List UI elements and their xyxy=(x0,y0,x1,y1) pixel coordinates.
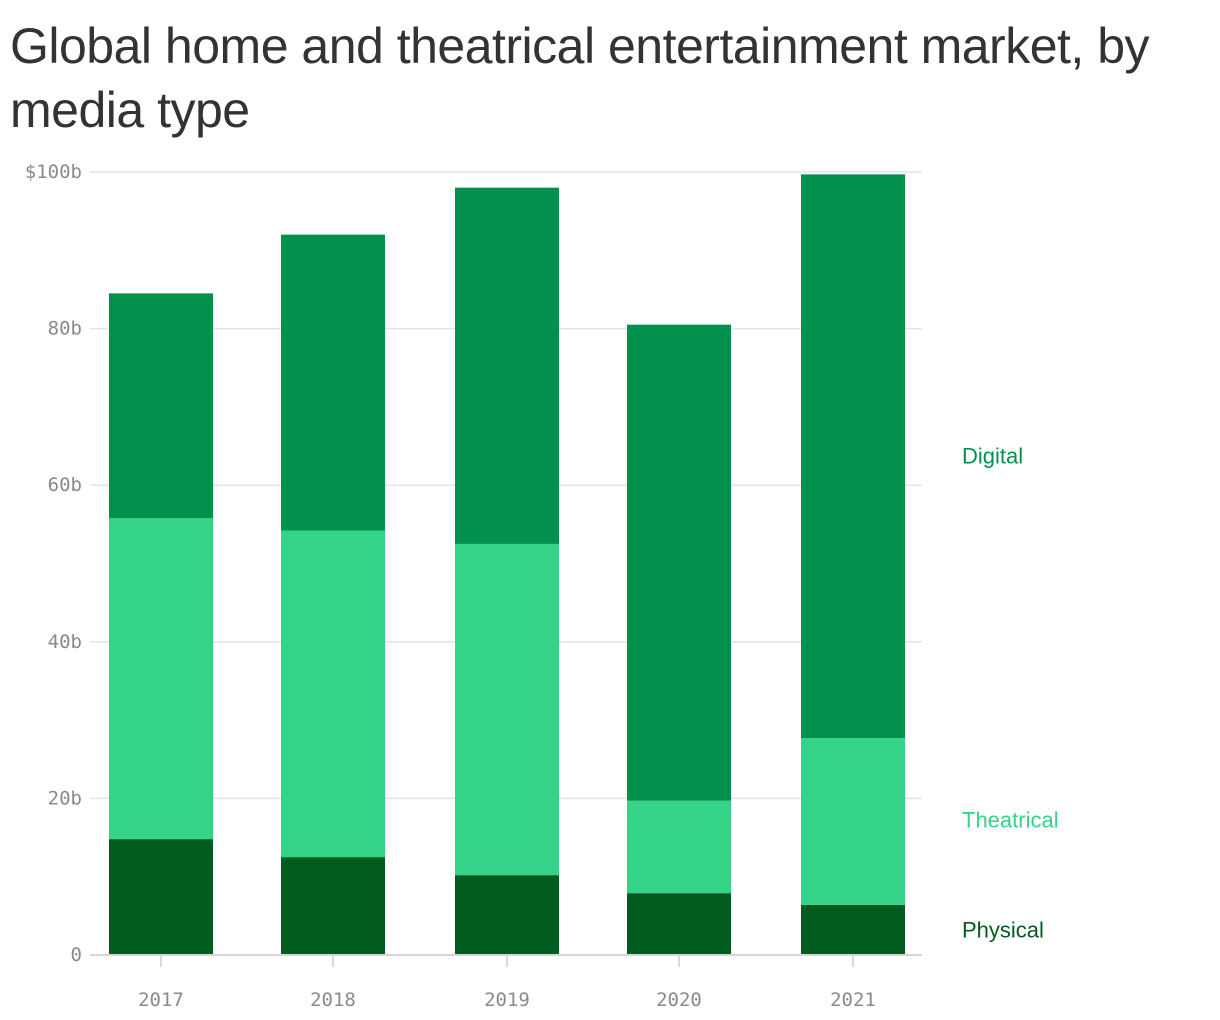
y-tick-label-80b: 80b xyxy=(48,318,82,340)
bar-2021-digital xyxy=(801,174,905,739)
legend-label-physical: Physical xyxy=(962,918,1044,943)
y-tick-label--100b: $100b xyxy=(25,161,82,183)
bar-2021-physical xyxy=(801,904,905,955)
bar-2020-digital xyxy=(627,324,731,801)
x-tick-label-2017: 2017 xyxy=(138,989,184,1011)
bar-2019-theatrical xyxy=(455,543,559,876)
bar-2019-digital xyxy=(455,187,559,544)
y-tick-label-40b: 40b xyxy=(48,631,82,653)
legend: Physical Theatrical Digital xyxy=(962,444,1059,943)
x-tick-label-2018: 2018 xyxy=(310,989,356,1011)
axes: 0 20b 40b 60b 80b $100b 2017 2018 2019 2020 2021 xyxy=(25,161,922,1011)
legend-label-digital: Digital xyxy=(962,444,1023,469)
legend-label-theatrical: Theatrical xyxy=(962,808,1059,833)
bar-2018-digital xyxy=(281,234,385,531)
bar-2021-theatrical xyxy=(801,738,905,905)
y-tick-label-0: 0 xyxy=(71,944,82,966)
x-tick-label-2021: 2021 xyxy=(830,989,876,1011)
bars xyxy=(109,174,905,955)
bar-2017-digital xyxy=(109,293,213,519)
chart-title: Global home and theatrical entertainment… xyxy=(10,18,1150,138)
bar-2018-physical xyxy=(281,857,385,955)
x-tick-label-2019: 2019 xyxy=(484,989,530,1011)
bar-2019-physical xyxy=(455,875,559,955)
y-tick-label-20b: 20b xyxy=(48,787,82,809)
bar-2017-physical xyxy=(109,839,213,955)
x-tick-label-2020: 2020 xyxy=(656,989,702,1011)
bar-2020-theatrical xyxy=(627,800,731,894)
bar-2020-physical xyxy=(627,893,731,955)
bar-2018-theatrical xyxy=(281,530,385,858)
y-tick-label-60b: 60b xyxy=(48,474,82,496)
bar-2017-theatrical xyxy=(109,518,213,840)
